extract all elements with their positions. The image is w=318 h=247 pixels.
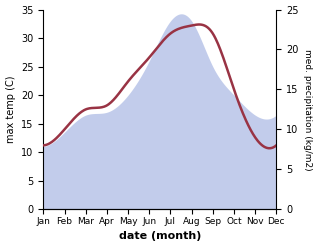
Y-axis label: med. precipitation (kg/m2): med. precipitation (kg/m2) — [303, 49, 313, 170]
X-axis label: date (month): date (month) — [119, 231, 201, 242]
Y-axis label: max temp (C): max temp (C) — [5, 76, 16, 143]
